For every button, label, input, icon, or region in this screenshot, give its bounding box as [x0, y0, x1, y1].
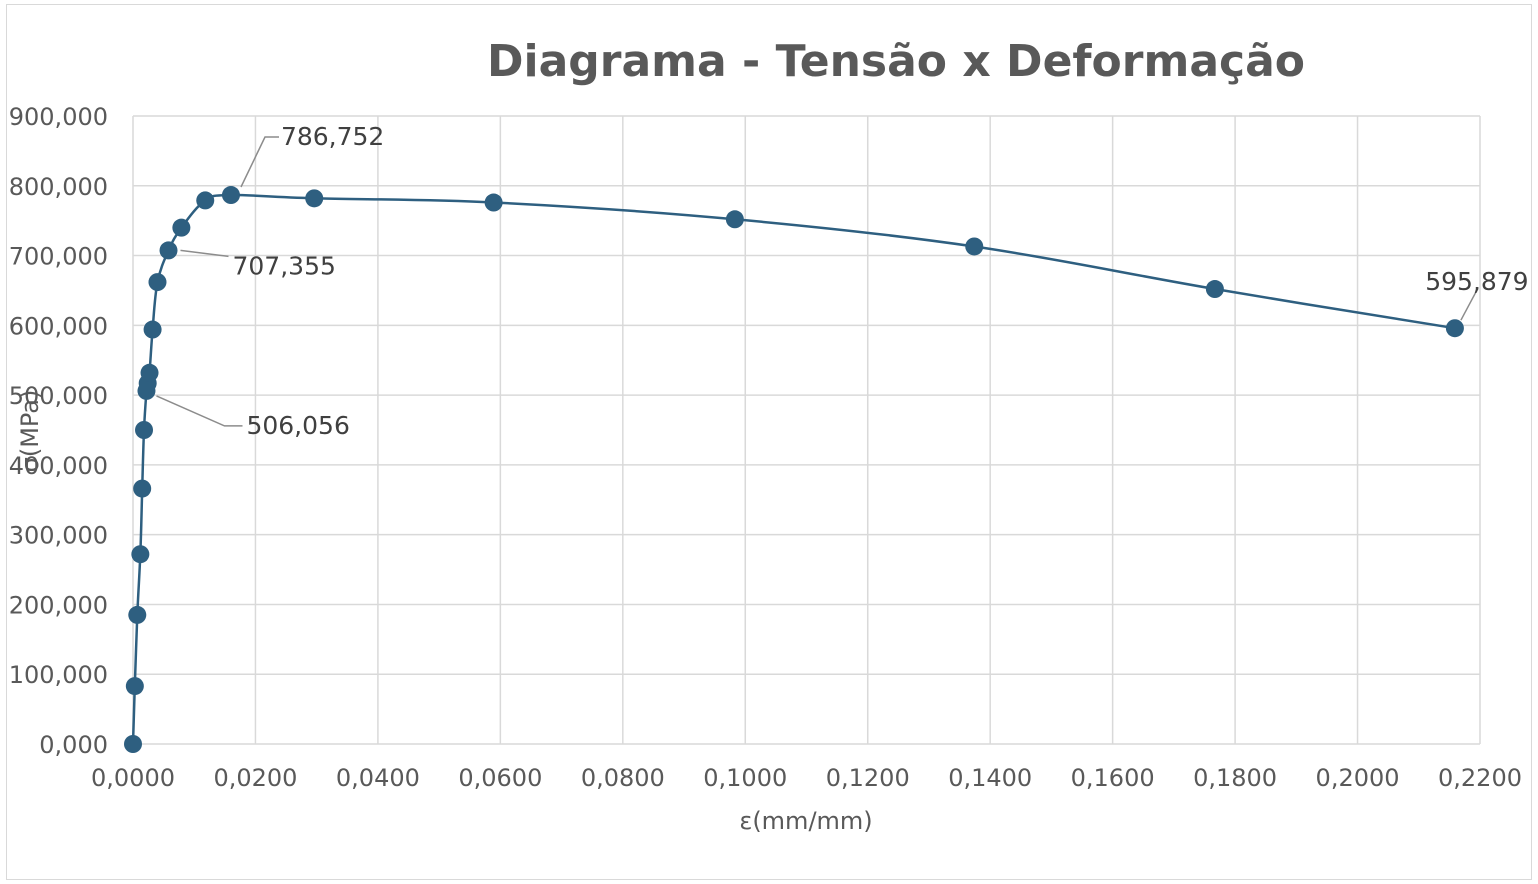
y-tick-label: 700,000 — [9, 243, 108, 271]
data-label: 506,056 — [246, 411, 349, 440]
y-tick-label: 300,000 — [9, 522, 108, 550]
data-point — [196, 191, 215, 210]
data-points — [124, 186, 1464, 753]
grid — [132, 115, 1481, 745]
leader-line — [240, 136, 279, 188]
y-tick-label: 0,000 — [39, 731, 108, 759]
x-tick-label: 0,2200 — [1438, 764, 1522, 792]
data-point — [484, 193, 503, 212]
data-point — [305, 189, 324, 208]
x-tick-label: 0,0200 — [213, 764, 297, 792]
data-label: 595,879 — [1425, 267, 1528, 296]
y-tick-label: 600,000 — [9, 312, 108, 340]
y-tick-label: 800,000 — [9, 173, 108, 201]
data-point — [1205, 280, 1224, 299]
data-point — [148, 273, 167, 292]
data-point — [1445, 319, 1464, 338]
x-tick-labels: 0,0000 0,0200 0,0400 0,0600 0,0800 0,1000 0,12… — [91, 764, 1522, 792]
data-point — [131, 545, 150, 564]
x-tick-label: 0,1000 — [703, 764, 787, 792]
data-point — [172, 218, 191, 237]
x-axis-label: ε(mm/mm) — [739, 807, 872, 835]
data-point — [135, 421, 154, 439]
leader-line — [1460, 289, 1478, 321]
data-point — [128, 605, 147, 624]
data-point — [133, 479, 152, 498]
y-tick-label: 900,000 — [9, 103, 108, 131]
x-tick-label: 0,1800 — [1193, 764, 1277, 792]
chart-frame — [6, 4, 1532, 880]
data-point — [221, 186, 240, 205]
y-tick-label: 100,000 — [9, 661, 108, 689]
data-label: 786,752 — [281, 122, 384, 151]
x-tick-label: 0,0000 — [91, 764, 175, 792]
data-point — [125, 677, 144, 696]
y-tick-label: 400,000 — [9, 452, 108, 480]
x-tick-label: 0,0400 — [336, 764, 420, 792]
data-point — [143, 320, 162, 339]
leader-line — [156, 395, 243, 427]
data-labels: 786,752 707,355 506,056 595,879 — [156, 122, 1529, 440]
y-tick-labels: 0,000 100,000 200,000 300,000 400,000 500,000… — [9, 103, 108, 759]
y-axis-label: σ(MPa) — [16, 390, 44, 473]
data-point — [140, 363, 159, 382]
x-tick-label: 0,2000 — [1316, 764, 1400, 792]
data-point — [725, 210, 744, 229]
leader-line — [180, 249, 229, 258]
x-tick-label: 0,1200 — [826, 764, 910, 792]
y-tick-label: 200,000 — [9, 591, 108, 619]
data-point — [159, 241, 178, 260]
data-label: 707,355 — [233, 251, 336, 280]
chart-title: Diagrama - Tensão x Deformação — [487, 36, 1305, 87]
x-tick-label: 0,1400 — [948, 764, 1032, 792]
x-tick-label: 0,1600 — [1071, 764, 1155, 792]
x-tick-label: 0,0800 — [581, 764, 665, 792]
x-tick-label: 0,0600 — [458, 764, 542, 792]
data-point — [965, 237, 984, 256]
data-point — [124, 735, 142, 753]
y-tick-label: 500,000 — [9, 382, 108, 410]
